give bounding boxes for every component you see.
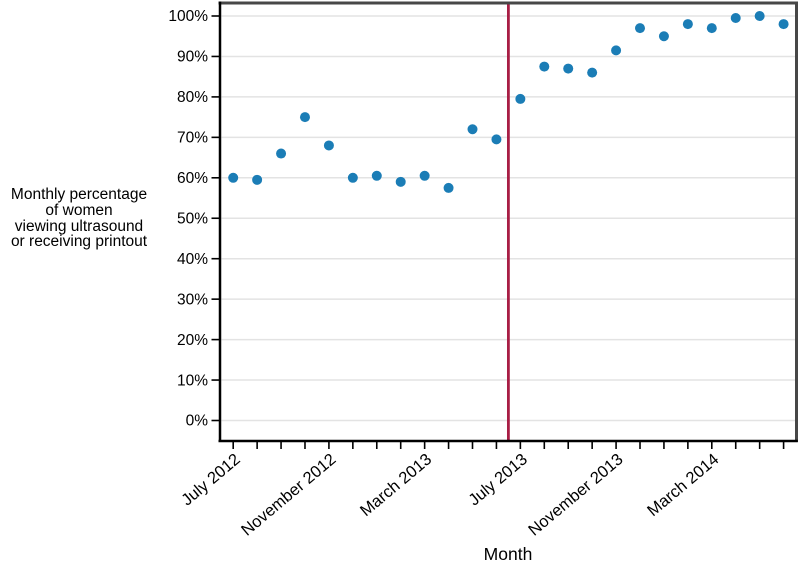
y-axis-title-line: viewing ultrasound: [14, 217, 144, 235]
y-tick-labels: 0% 10% 20% 30% 40% 50% 60% 70% 80% 90% 100%: [168, 8, 208, 430]
data-point: [611, 45, 622, 56]
y-axis-title: Monthly percentage of women viewing ultr…: [0, 187, 158, 250]
x-tick-label: July 2013: [465, 450, 531, 509]
data-point: [563, 63, 574, 74]
data-point: [371, 170, 382, 181]
y-axis-title-line: of women: [45, 201, 113, 219]
data-point: [395, 176, 406, 187]
data-point: [299, 112, 310, 123]
plot-frame: [218, 1, 798, 443]
x-axis-title: Month: [483, 544, 533, 564]
data-point: [778, 19, 789, 30]
y-tick-label: 40%: [177, 251, 208, 268]
data-point: [228, 172, 239, 183]
data-point: [347, 172, 358, 183]
x-tick-label: November 2013: [525, 450, 627, 539]
data-point: [754, 11, 765, 21]
data-point: [252, 174, 263, 185]
y-tick-label: 20%: [177, 332, 208, 349]
y-axis-ticks: [211, 15, 219, 422]
y-tick-label: 30%: [177, 291, 208, 308]
y-tick-label: 50%: [177, 210, 208, 227]
data-point: [443, 182, 454, 193]
data-point: [730, 13, 741, 24]
y-tick-label: 0%: [186, 413, 209, 430]
data-point: [276, 148, 287, 159]
y-tick-label: 70%: [177, 130, 208, 147]
y-tick-label: 10%: [177, 372, 208, 389]
data-point: [491, 134, 502, 145]
y-tick-label: 100%: [168, 8, 208, 25]
x-tick-label: March 2014: [644, 450, 722, 520]
data-point: [515, 93, 526, 104]
y-tick-label: 80%: [177, 89, 208, 106]
data-point: [635, 23, 646, 34]
data-point: [706, 23, 717, 34]
y-axis-title-line: or receiving printout: [10, 233, 148, 251]
data-points: [228, 11, 789, 193]
data-point: [539, 61, 550, 72]
data-point: [682, 19, 693, 30]
x-tick-label: March 2013: [357, 450, 435, 520]
x-tick-label: July 2012: [178, 450, 244, 509]
y-tick-label: 90%: [177, 49, 208, 66]
data-point: [658, 31, 669, 42]
data-point: [587, 67, 598, 78]
y-tick-label: 60%: [177, 170, 208, 187]
x-axis-ticks: [232, 442, 785, 449]
data-point: [419, 170, 430, 181]
x-tick-label: November 2012: [238, 450, 340, 539]
data-point: [467, 124, 478, 135]
y-axis-title-line: Monthly percentage: [10, 186, 148, 203]
data-point: [323, 140, 334, 151]
